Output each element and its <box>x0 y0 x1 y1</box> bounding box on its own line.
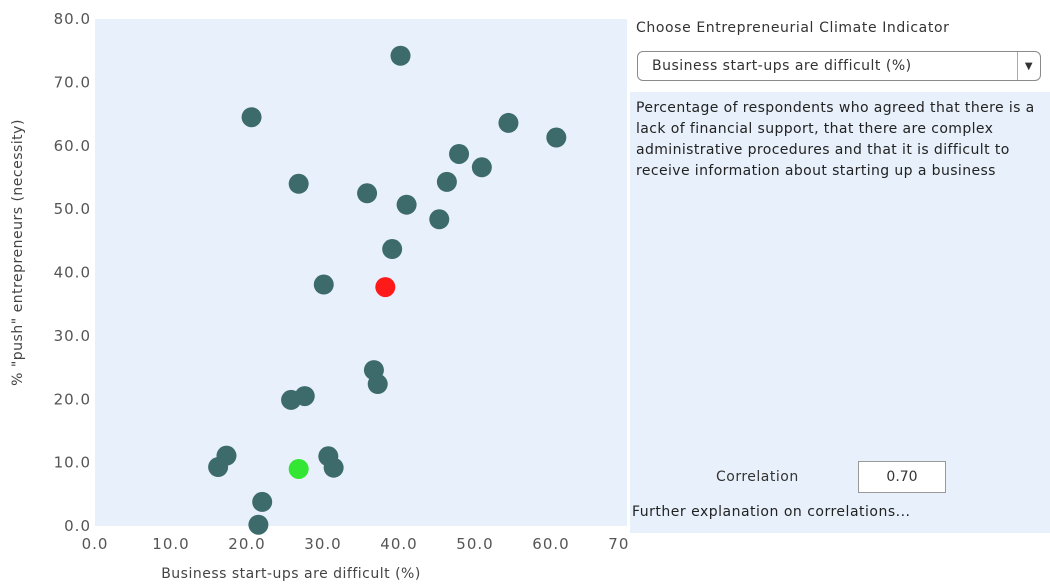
y-axis-title: % "push" entrepreneurs (necessity) <box>10 119 26 386</box>
data-point[interactable] <box>471 157 492 178</box>
x-tick-label: 70.0 <box>608 535 630 553</box>
y-tick-label: 80.0 <box>54 10 91 28</box>
chevron-down-icon[interactable]: ▼ <box>1017 52 1040 80</box>
data-point[interactable] <box>367 374 388 395</box>
y-tick-label: 30.0 <box>54 327 91 345</box>
data-point[interactable] <box>288 173 309 194</box>
y-tick-label: 40.0 <box>54 264 91 282</box>
data-point[interactable] <box>252 491 273 512</box>
y-tick-label: 60.0 <box>54 137 91 155</box>
data-point[interactable] <box>241 107 262 128</box>
y-tick-label: 70.0 <box>54 73 91 91</box>
data-point[interactable] <box>208 457 229 478</box>
data-point[interactable] <box>382 239 403 260</box>
y-tick-label: 0.0 <box>64 517 91 535</box>
data-point[interactable] <box>436 171 457 192</box>
x-tick-label: 30.0 <box>304 535 341 553</box>
correlation-label: Correlation <box>716 469 799 485</box>
indicator-select[interactable]: Business start-ups are difficult (%) ▼ <box>637 51 1041 81</box>
data-point[interactable] <box>281 389 302 410</box>
data-point[interactable] <box>390 45 411 66</box>
data-point[interactable] <box>248 514 269 535</box>
data-point[interactable] <box>313 274 334 295</box>
y-tick-label: 50.0 <box>54 200 91 218</box>
data-point-highlight-red[interactable] <box>375 277 396 298</box>
scatter-chart: 0.0 10.0 20.0 30.0 40.0 50.0 60.0 70.0 80.0 0.0 1… <box>10 10 630 582</box>
y-tick-label: 20.0 <box>54 390 91 408</box>
plot-area <box>95 19 627 526</box>
data-point[interactable] <box>396 194 417 215</box>
data-point[interactable] <box>546 127 567 148</box>
indicator-select-value: Business start-ups are difficult (%) <box>652 58 912 74</box>
x-tick-label: 50.0 <box>456 535 493 553</box>
x-tick-label: 60.0 <box>532 535 569 553</box>
further-explanation-link[interactable]: Further explanation on correlations... <box>632 504 911 520</box>
description-panel: Percentage of respondents who agreed tha… <box>630 92 1050 533</box>
data-point-highlight-green[interactable] <box>288 458 309 479</box>
x-tick-label: 20.0 <box>228 535 265 553</box>
data-point[interactable] <box>323 457 344 478</box>
x-axis-title: Business start-ups are difficult (%) <box>161 566 421 582</box>
indicator-description: Percentage of respondents who agreed tha… <box>636 100 1035 179</box>
y-tick-label: 10.0 <box>54 454 91 472</box>
x-tick-label: 0.0 <box>82 535 109 553</box>
data-point[interactable] <box>498 112 519 133</box>
indicator-chooser-title: Choose Entrepreneurial Climate Indicator <box>636 20 950 36</box>
correlation-value-field: 0.70 <box>858 461 946 493</box>
data-point[interactable] <box>449 143 470 164</box>
data-point[interactable] <box>357 183 378 204</box>
x-tick-label: 40.0 <box>380 535 417 553</box>
x-tick-label: 10.0 <box>152 535 189 553</box>
data-point[interactable] <box>429 209 450 230</box>
